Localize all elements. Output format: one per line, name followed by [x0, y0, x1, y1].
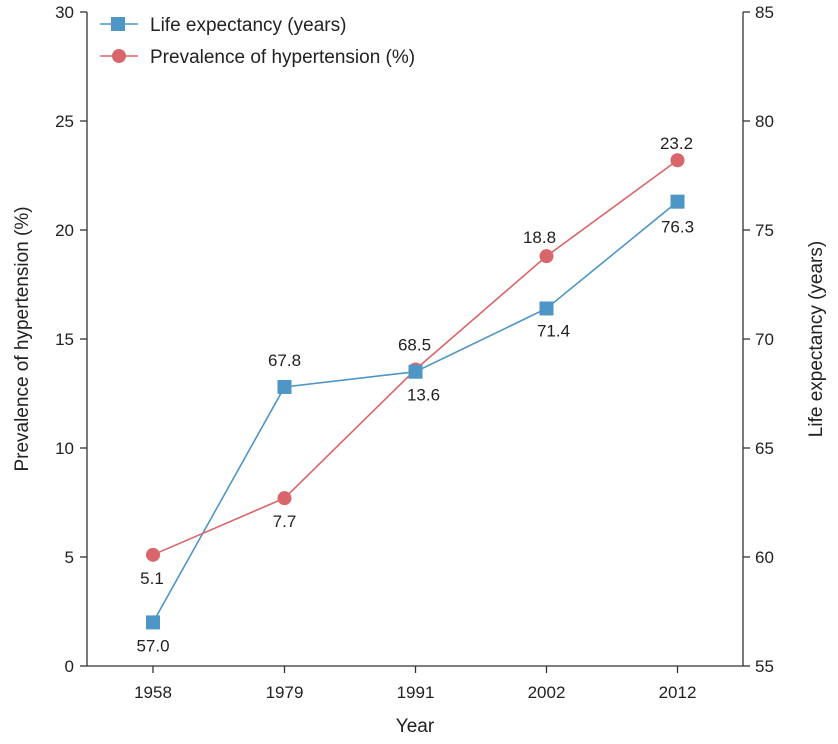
legend-label-hypertension: Prevalence of hypertension (%) [150, 47, 415, 68]
life-expectancy-point [408, 364, 423, 379]
series-line-life-expectancy [152, 201, 679, 623]
hypertension-data-label: 18.8 [523, 228, 556, 247]
left-tick-label: 20 [55, 221, 74, 240]
series-line-hypertension [152, 159, 678, 556]
x-axis-title: Year [396, 716, 435, 737]
hypertension-data-label: 5.1 [140, 569, 164, 588]
x-tick-label: 1958 [134, 683, 172, 702]
right-tick-label: 60 [755, 548, 774, 567]
life-expectancy-data-label: 68.5 [398, 336, 431, 355]
right-tick-label: 75 [755, 221, 774, 240]
data-labels: 57.0 67.8 68.5 71.4 76.3 5.1 7.7 13.6 18.8 23.2 [136, 134, 694, 655]
left-tick-label: 30 [55, 3, 74, 22]
left-tick-label: 5 [65, 548, 74, 567]
life-expectancy-data-label: 67.8 [268, 351, 301, 370]
x-tick-label: 1991 [397, 683, 435, 702]
legend-circle-icon [112, 49, 126, 63]
legend-label-life-expectancy: Life expectancy (years) [150, 15, 346, 36]
life-expectancy-point [670, 194, 685, 209]
life-expectancy-data-label: 71.4 [537, 321, 570, 340]
left-tick-label: 10 [55, 439, 74, 458]
right-tick-label: 80 [755, 112, 774, 131]
life-expectancy-point [539, 301, 554, 316]
right-tick-label: 55 [755, 657, 774, 676]
left-tick-label: 15 [55, 330, 74, 349]
right-tick-label: 85 [755, 3, 774, 22]
hypertension-point [146, 547, 160, 562]
hypertension-data-label: 23.2 [660, 134, 693, 153]
x-tick-label: 1979 [266, 683, 304, 702]
life-expectancy-data-label: 57.0 [136, 636, 169, 655]
hypertension-data-label: 13.6 [407, 386, 440, 405]
legend-square-icon [111, 17, 125, 31]
hypertension-data-label: 7.7 [273, 512, 297, 531]
x-tick-label: 2012 [659, 683, 697, 702]
left-axis-title: Prevalence of hypertension (%) [12, 206, 33, 471]
hypertension-point [539, 249, 554, 264]
hypertension-point [670, 153, 685, 168]
life-expectancy-point [277, 379, 292, 394]
left-tick-label: 25 [55, 112, 74, 131]
ticks: 0 5 10 15 20 25 30 55 60 65 70 75 80 85 1958 1979 1991 20… [55, 3, 774, 702]
life-expectancy-data-label: 76.3 [661, 218, 694, 237]
right-axis-title: Life expectancy (years) [806, 241, 827, 437]
left-tick-label: 0 [65, 657, 74, 676]
right-tick-label: 65 [755, 439, 774, 458]
legend: Life expectancy (years) Prevalence of hy… [100, 15, 415, 68]
series-markers [146, 153, 685, 630]
life-expectancy-point [146, 615, 160, 630]
hypertension-point [277, 491, 292, 506]
right-tick-label: 70 [755, 330, 774, 349]
x-tick-label: 2002 [528, 683, 566, 702]
